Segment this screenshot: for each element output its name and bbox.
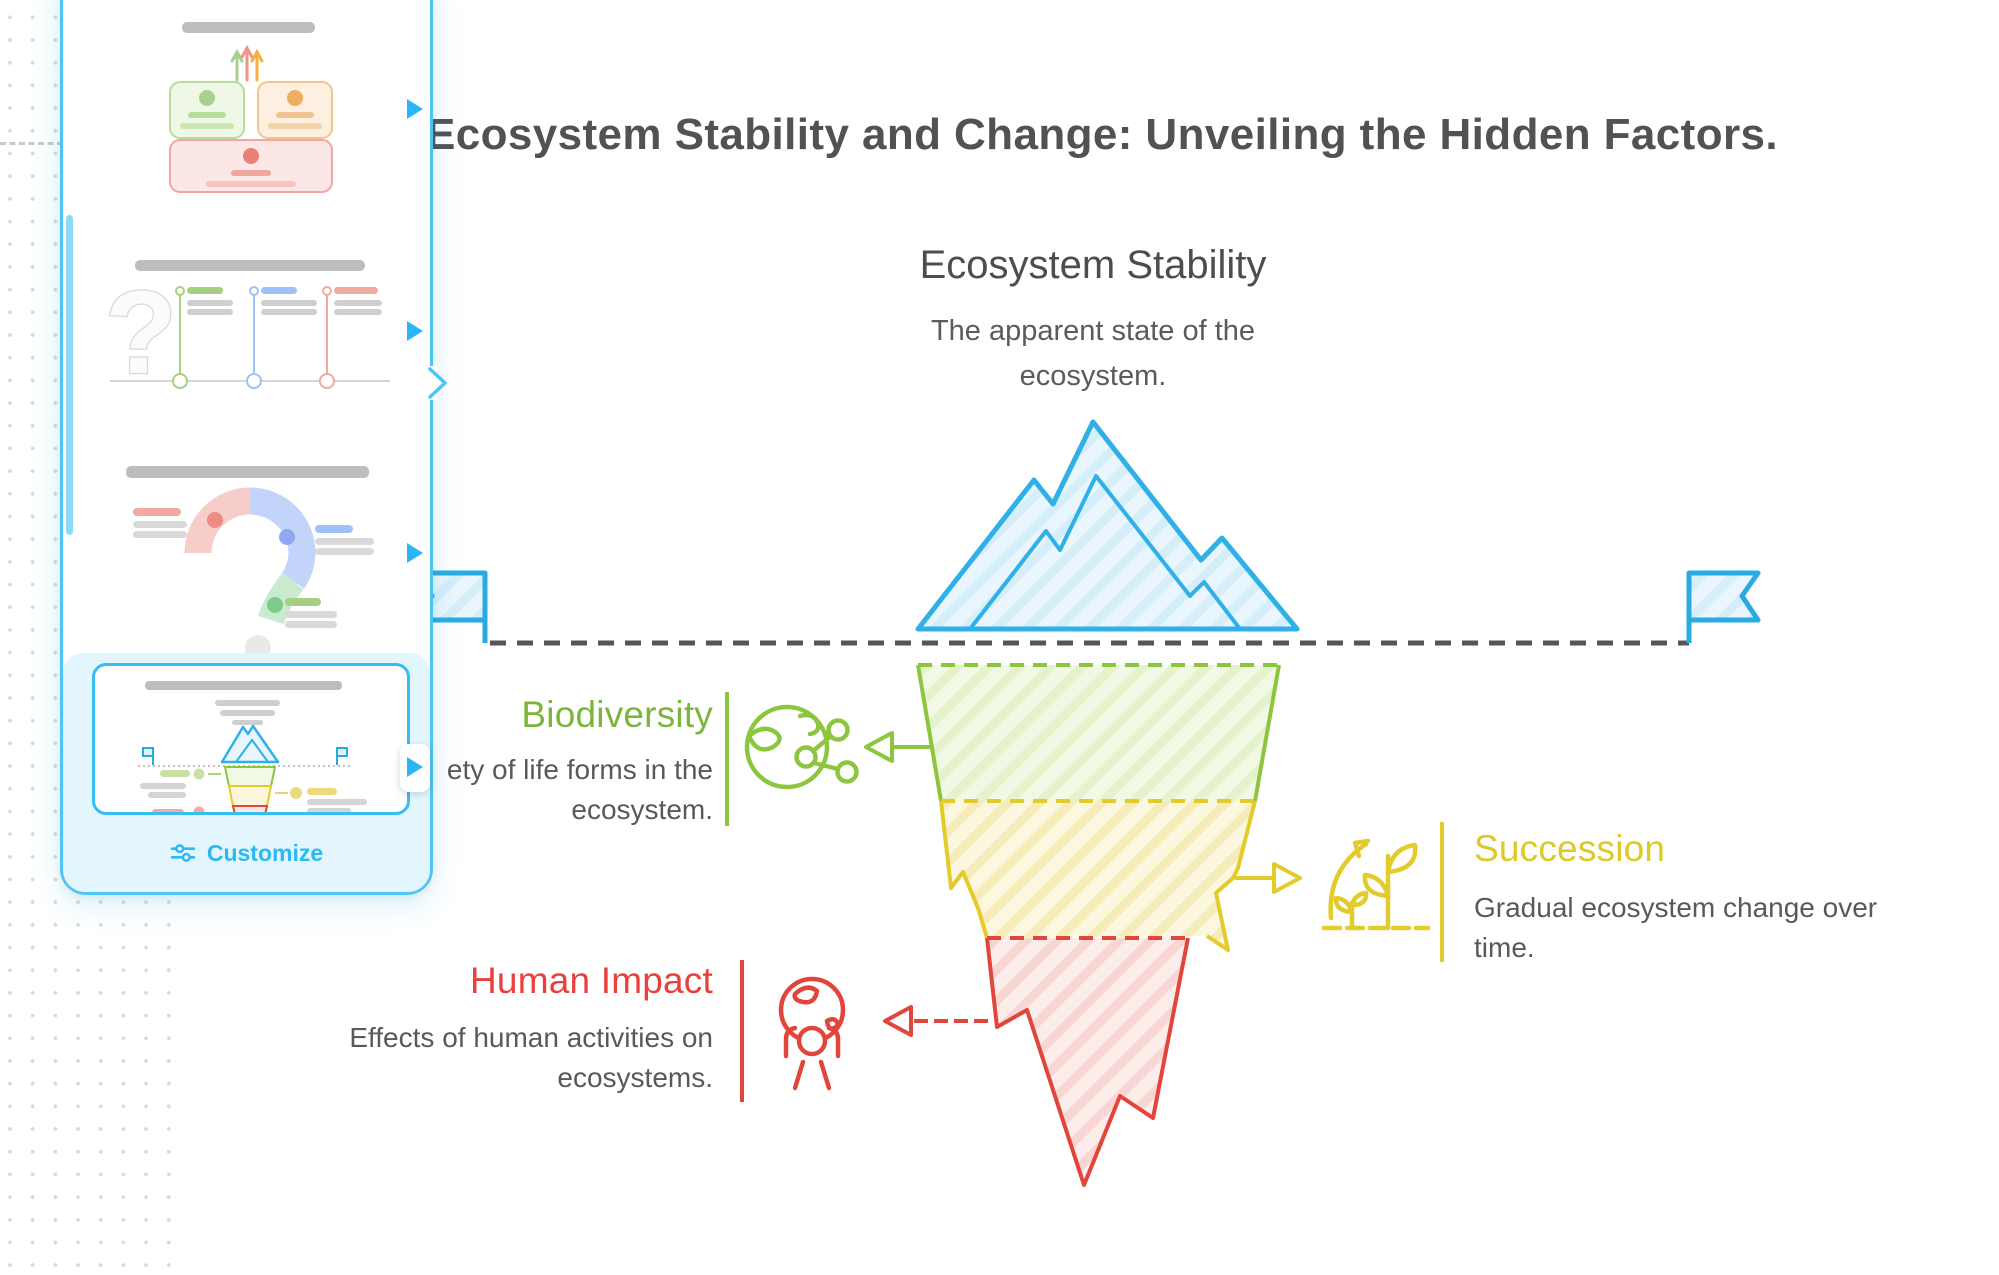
panel-scrollbar[interactable] <box>66 215 73 535</box>
template-panel: ? <box>60 0 433 895</box>
arrow-human-impact <box>883 1005 988 1037</box>
flag-right-icon[interactable] <box>1686 570 1761 643</box>
human-impact-label[interactable]: Human Impact <box>470 960 713 1001</box>
customize-label: Customize <box>206 839 324 866</box>
template-thumb-timeline-question[interactable]: ? <box>63 255 430 405</box>
human-impact-desc-line1: Effects of human activities on <box>349 1022 713 1053</box>
biodiversity-desc-line2: ecosystem. <box>571 794 713 825</box>
biodiversity-description[interactable]: ety of life forms in the ecosystem. <box>313 750 713 830</box>
biodiversity-label[interactable]: Biodiversity <box>521 694 713 735</box>
mountain-icon[interactable] <box>915 419 1300 632</box>
succession-label[interactable]: Succession <box>1474 828 1666 869</box>
panel-collapse-chevron-icon[interactable] <box>426 360 452 406</box>
succession-desc-line2: time. <box>1474 932 1535 963</box>
customize-button[interactable]: Customize <box>63 825 430 881</box>
play-icon-template-2[interactable] <box>407 321 423 341</box>
globe-network-icon[interactable] <box>744 704 859 790</box>
human-impact-description[interactable]: Effects of human activities on ecosystem… <box>313 1018 713 1098</box>
question-mark-glyph: ? <box>105 267 177 399</box>
arrow-biodiversity <box>864 731 930 763</box>
template-thumb-people-comparison[interactable] <box>63 20 430 200</box>
play-icon-template-3[interactable] <box>407 543 423 563</box>
succession-desc-line1: Gradual ecosystem change over <box>1474 892 1878 923</box>
sliders-icon <box>170 844 195 862</box>
arrow-succession <box>1235 862 1302 894</box>
page-title[interactable]: Ecosystem Stability and Change: Unveilin… <box>426 110 1778 159</box>
surface-subheading-line1: The apparent state of the <box>930 315 1256 347</box>
funnel-tier-biodiversity[interactable] <box>916 663 1281 802</box>
funnel-tier-succession[interactable] <box>939 799 1257 952</box>
template-selected-container: Customize <box>63 653 430 892</box>
person-globe-icon[interactable] <box>778 976 846 1091</box>
surface-subheading[interactable]: The apparent state of the ecosystem. <box>843 309 1343 399</box>
surface-heading[interactable]: Ecosystem Stability <box>919 243 1267 287</box>
template-thumb-iceberg-selected[interactable] <box>92 663 410 815</box>
surface-subheading-line2: ecosystem. <box>1019 360 1167 392</box>
iceberg-thumb-art <box>138 681 367 812</box>
plant-growth-icon[interactable] <box>1321 838 1431 931</box>
succession-description[interactable]: Gradual ecosystem change over time. <box>1474 888 1914 968</box>
play-icon-template-1[interactable] <box>407 99 423 119</box>
human-impact-desc-line2: ecosystems. <box>557 1062 713 1093</box>
funnel-tier-human-impact[interactable] <box>985 936 1190 1187</box>
play-icon-template-4[interactable] <box>407 757 423 777</box>
canvas-guide-line <box>0 142 63 145</box>
biodiversity-desc-line1: ety of life forms in the <box>446 754 713 785</box>
template-thumb-puzzle-question[interactable] <box>63 455 430 655</box>
